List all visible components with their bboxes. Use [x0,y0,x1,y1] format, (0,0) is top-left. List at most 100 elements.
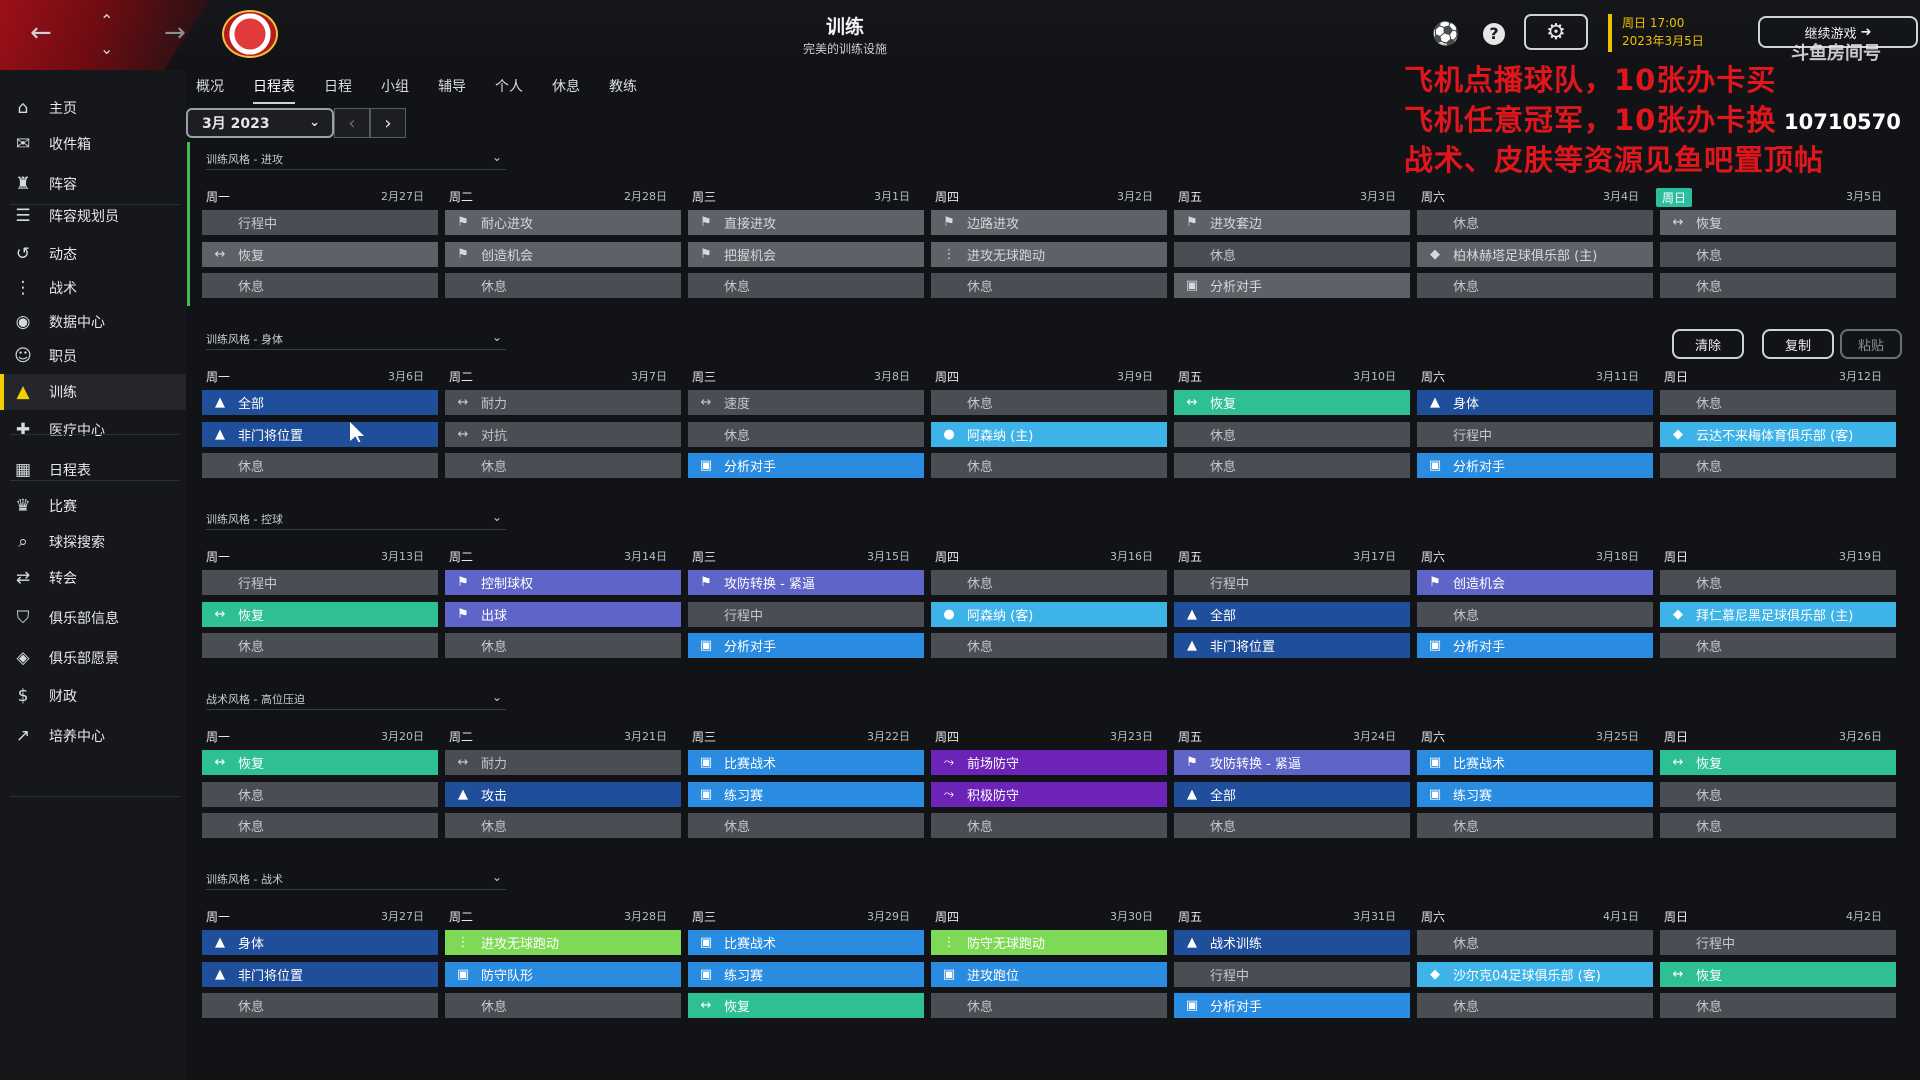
copy-button[interactable]: 复制 [1762,329,1834,359]
training-session-cell[interactable]: ⚑ 出球 [445,601,681,627]
training-session-cell[interactable]: 休息 [688,813,924,838]
tab-1[interactable]: 日程表 [253,76,295,104]
training-session-cell[interactable]: 休息 [445,813,681,838]
training-session-cell[interactable]: ⚑ 创造机会 [445,241,681,267]
training-session-cell[interactable]: ▲ 全部 [1174,601,1410,627]
sidebar-item-planner[interactable]: ☰ 阵容规划员 [0,198,186,234]
training-session-cell[interactable]: ↔ 恢复 [202,750,438,775]
training-session-cell[interactable]: 休息 [1417,601,1653,627]
tab-4[interactable]: 辅导 [438,79,466,95]
sidebar-item-development[interactable]: ↗ 培养中心 [0,718,186,754]
training-session-cell[interactable]: ▣ 比赛战术 [688,930,924,955]
training-session-cell[interactable]: 休息 [445,993,681,1018]
training-session-cell[interactable]: 休息 [931,813,1167,838]
training-session-cell[interactable]: 休息 [1417,993,1653,1018]
tab-5[interactable]: 个人 [495,79,523,95]
sidebar-item-transfer[interactable]: ⇄ 转会 [0,560,186,596]
sidebar-item-search[interactable]: ⌕ 球探搜索 [0,524,186,560]
training-session-cell[interactable]: 休息 [1174,241,1410,267]
training-session-cell[interactable]: ⤳ 积极防守 [931,781,1167,807]
training-session-cell[interactable]: 休息 [1660,241,1896,267]
paste-button[interactable]: 粘贴 [1840,329,1902,359]
next-month-button[interactable]: › [370,108,406,138]
sidebar-item-training[interactable]: ▲ 训练 [0,374,186,410]
training-session-cell[interactable]: ◆ 柏林赫塔足球俱乐部 (主) [1417,241,1653,267]
training-session-cell[interactable]: ▣ 练习赛 [688,781,924,807]
training-session-cell[interactable]: 休息 [1660,993,1896,1018]
training-session-cell[interactable]: 休息 [1660,633,1896,658]
training-session-cell[interactable]: ⚑ 攻防转换 - 紧逼 [688,570,924,595]
training-session-cell[interactable]: ⚑ 攻防转换 - 紧逼 [1174,750,1410,775]
prev-month-button[interactable]: ‹ [334,108,370,138]
training-session-cell[interactable]: ◆ 云达不来梅体育俱乐部 (客) [1660,421,1896,447]
training-session-cell[interactable]: ◆ 沙尔克04足球俱乐部 (客) [1417,961,1653,987]
training-session-cell[interactable]: ▲ 身体 [1417,390,1653,415]
training-session-cell[interactable]: ↔ 恢复 [1660,750,1896,775]
sidebar-item-tactics[interactable]: ⋮ 战术 [0,270,186,306]
training-session-cell[interactable]: 休息 [202,813,438,838]
training-session-cell[interactable]: ↔ 恢复 [1174,390,1410,415]
training-session-cell[interactable]: 休息 [1660,813,1896,838]
training-style-dropdown[interactable]: 训练风格 - 进攻 ⌄ [206,148,506,170]
training-session-cell[interactable]: ⚑ 控制球权 [445,570,681,595]
tab-3[interactable]: 小组 [381,79,409,95]
training-session-cell[interactable]: 休息 [1417,273,1653,298]
training-style-dropdown[interactable]: 训练风格 - 控球 ⌄ [206,508,506,530]
training-session-cell[interactable]: 行程中 [1417,421,1653,447]
back-arrow-icon[interactable]: ← [30,18,52,48]
training-session-cell[interactable]: 休息 [1660,453,1896,478]
training-session-cell[interactable]: ▣ 练习赛 [688,961,924,987]
training-session-cell[interactable]: ⚑ 把握机会 [688,241,924,267]
training-session-cell[interactable]: 休息 [202,993,438,1018]
training-session-cell[interactable]: ▲ 战术训练 [1174,930,1410,955]
training-session-cell[interactable]: 休息 [931,633,1167,658]
down-chevron-icon[interactable]: ⌄ [100,39,114,58]
training-session-cell[interactable]: ▲ 全部 [1174,781,1410,807]
training-session-cell[interactable]: 行程中 [1174,570,1410,595]
training-session-cell[interactable]: ▲ 攻击 [445,781,681,807]
training-session-cell[interactable]: ⚑ 创造机会 [1417,570,1653,595]
training-session-cell[interactable]: 休息 [931,273,1167,298]
training-session-cell[interactable]: ● 阿森纳 (主) [931,421,1167,447]
sidebar-item-medical[interactable]: ✚ 医疗中心 [0,412,186,448]
clear-button[interactable]: 清除 [1672,329,1744,359]
training-session-cell[interactable]: 休息 [1660,570,1896,595]
training-session-cell[interactable]: ▲ 全部 [202,390,438,415]
training-session-cell[interactable]: 行程中 [1174,961,1410,987]
training-session-cell[interactable]: ▣ 比赛战术 [1417,750,1653,775]
training-session-cell[interactable]: ▣ 分析对手 [1417,633,1653,658]
training-session-cell[interactable]: 休息 [688,421,924,447]
training-session-cell[interactable]: ⤳ 前场防守 [931,750,1167,775]
tab-7[interactable]: 教练 [609,79,637,95]
training-session-cell[interactable]: 休息 [202,633,438,658]
sidebar-item-dynamics[interactable]: ↺ 动态 [0,236,186,272]
training-session-cell[interactable]: ▣ 分析对手 [688,453,924,478]
settings-button[interactable]: ⚙ [1524,14,1588,50]
sidebar-item-staff[interactable]: ☺ 职员 [0,338,186,374]
sidebar-item-home[interactable]: ⌂ 主页 [0,90,186,126]
training-session-cell[interactable]: 休息 [445,633,681,658]
sidebar-item-inbox[interactable]: ✉ 收件箱 [0,126,186,162]
sidebar-item-trophy[interactable]: ♛ 比赛 [0,488,186,524]
training-session-cell[interactable]: ↔ 恢复 [1660,961,1896,987]
training-session-cell[interactable]: ↔ 恢复 [202,241,438,267]
training-session-cell[interactable]: ▣ 分析对手 [1174,273,1410,298]
training-session-cell[interactable]: 休息 [1174,813,1410,838]
training-session-cell[interactable]: 休息 [1417,210,1653,235]
training-session-cell[interactable]: 休息 [1174,453,1410,478]
training-session-cell[interactable]: ◆ 拜仁慕尼黑足球俱乐部 (主) [1660,601,1896,627]
training-session-cell[interactable]: ⋮ 进攻无球跑动 [445,930,681,955]
sidebar-item-shield[interactable]: ⛉ 俱乐部信息 [0,600,186,636]
up-chevron-icon[interactable]: ⌃ [100,11,114,30]
training-style-dropdown[interactable]: 训练风格 - 身体 ⌄ [206,328,506,350]
training-session-cell[interactable]: 行程中 [202,570,438,595]
training-session-cell[interactable]: 休息 [931,993,1167,1018]
sidebar-item-data[interactable]: ◉ 数据中心 [0,304,186,340]
training-session-cell[interactable]: 休息 [1417,813,1653,838]
training-session-cell[interactable]: 休息 [688,273,924,298]
sidebar-item-finance[interactable]: $ 财政 [0,678,186,714]
training-session-cell[interactable]: ↔ 恢复 [688,993,924,1018]
training-session-cell[interactable]: ⚑ 直接进攻 [688,210,924,235]
tab-2[interactable]: 日程 [324,79,352,95]
training-session-cell[interactable]: 休息 [1660,781,1896,807]
